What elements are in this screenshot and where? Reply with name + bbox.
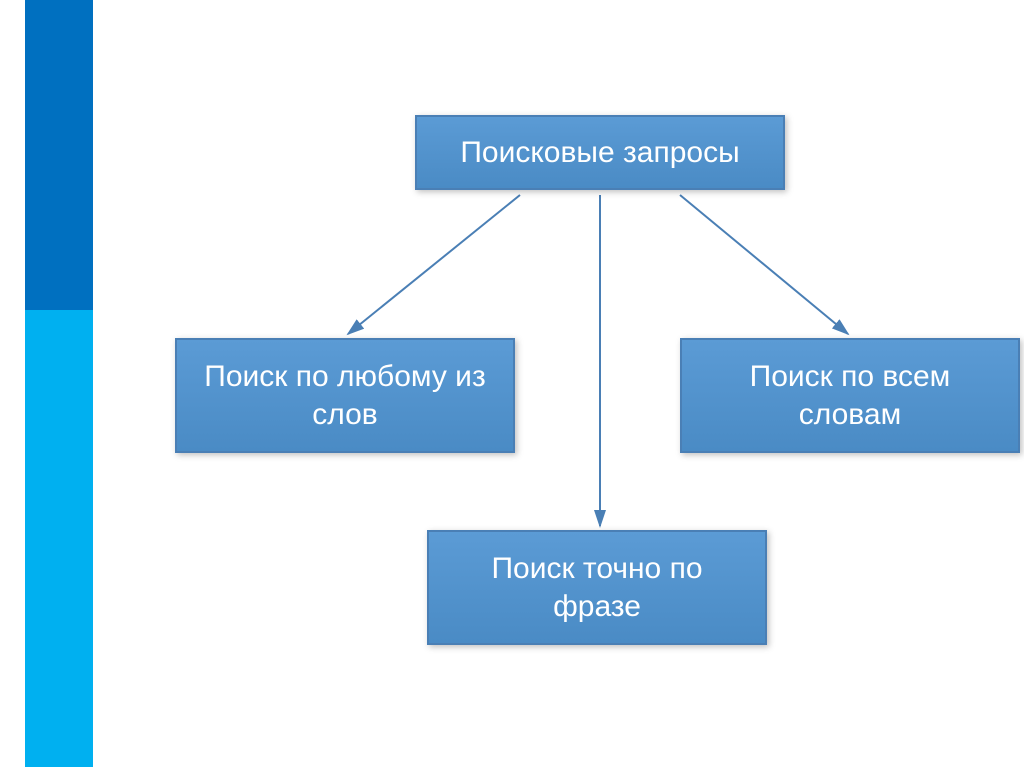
node-bottom-label: Поиск точно по фразе <box>449 550 745 625</box>
node-root-label: Поисковые запросы <box>460 134 739 172</box>
node-left: Поиск по любому из слов <box>175 338 515 453</box>
node-left-label: Поиск по любому из слов <box>197 358 493 433</box>
sidebar-accent-light <box>25 310 93 767</box>
node-right-label: Поиск по всем словам <box>702 358 998 433</box>
node-root: Поисковые запросы <box>415 115 785 190</box>
diagram-container: Поисковые запросы Поиск по любому из сло… <box>120 0 1000 767</box>
node-right: Поиск по всем словам <box>680 338 1020 453</box>
node-bottom: Поиск точно по фразе <box>427 530 767 645</box>
sidebar-accent-dark <box>25 0 93 310</box>
